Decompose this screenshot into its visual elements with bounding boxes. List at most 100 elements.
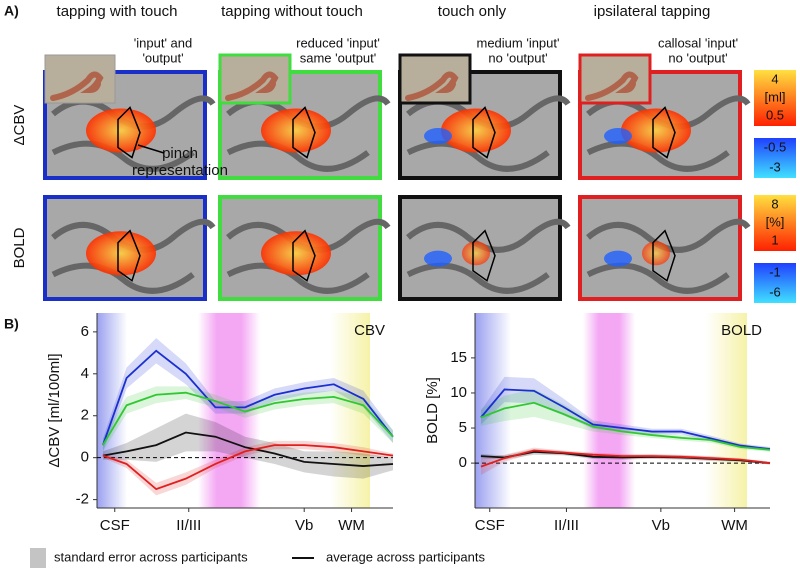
colorbar-negative: [754, 263, 796, 303]
colorbar-label: 8: [771, 196, 778, 211]
roi-outline: [472, 106, 496, 159]
deactivation: [604, 250, 632, 267]
roi-outline: [652, 229, 676, 282]
y-tick-label: 0: [459, 454, 467, 471]
activation: [462, 241, 490, 266]
error-band: [102, 386, 394, 452]
layer-band: [583, 313, 635, 508]
colorbar-label: -0.5: [764, 139, 786, 154]
error-band: [480, 376, 770, 452]
activation: [261, 231, 331, 276]
y-tick-label: -2: [76, 491, 89, 508]
annotation: 'output': [142, 50, 183, 65]
y-tick-label: 10: [450, 384, 467, 401]
pinch-annotation: representation: [132, 162, 228, 179]
activation: [86, 231, 156, 276]
annotation: same 'output': [300, 50, 377, 65]
y-tick-label: 6: [81, 323, 89, 340]
hand: [50, 71, 104, 101]
annotation: callosal 'input': [658, 35, 738, 50]
roi-outline: [117, 106, 141, 159]
colorbar-label: 0.5: [766, 107, 784, 122]
roi-outline: [117, 229, 141, 282]
chart-title: BOLD: [721, 322, 762, 339]
colorbar-label: [%]: [766, 214, 785, 229]
x-tick-label: II/III: [176, 517, 201, 534]
series-line: [480, 388, 771, 450]
roi-outline: [472, 229, 496, 282]
layer-band: [705, 313, 747, 508]
roi-outline: [652, 106, 676, 159]
y-tick-label: 2: [81, 407, 89, 424]
annotation: reduced 'input': [296, 35, 380, 50]
panel-label: A): [4, 3, 19, 19]
legend-text: standard error across participants: [54, 549, 248, 564]
colorbar-label: -6: [769, 284, 781, 299]
series-line: [102, 391, 394, 446]
colorbar-label: [ml]: [765, 89, 786, 104]
column-title: tapping without touch: [221, 3, 363, 20]
y-axis-label: ΔCBV [ml/100ml]: [46, 353, 63, 467]
roi-outline: [292, 229, 316, 282]
activation: [261, 108, 331, 153]
layer-band: [330, 313, 370, 508]
annotation: no 'output': [488, 50, 547, 65]
series-line: [480, 449, 771, 468]
chart-title: CBV: [354, 322, 385, 339]
panel-b: -2 0 2 4 6 CSF II/III Vb WM CBV ΔCBV [ml/100ml] 0 5 1…: [46, 313, 771, 534]
y-tick-label: 15: [450, 349, 467, 366]
y-tick-label: 5: [459, 419, 467, 436]
series-line: [102, 444, 394, 491]
sulcus: [586, 218, 751, 294]
x-tick-label: WM: [721, 517, 748, 534]
panel-label: B): [4, 316, 19, 332]
x-tick-label: Vb: [652, 517, 670, 534]
activation: [441, 108, 511, 153]
x-tick-label: CSF: [475, 517, 505, 534]
column-title: touch only: [438, 3, 507, 20]
y-axis-label: BOLD [%]: [424, 377, 441, 444]
y-tick-label: 0: [81, 449, 89, 466]
layer-band: [475, 313, 511, 508]
colorbar-positive: [754, 195, 796, 251]
hand: [405, 71, 459, 101]
deactivation: [604, 128, 632, 144]
colorbar-label: 4: [771, 71, 778, 86]
hand: [585, 71, 639, 101]
y-tick-label: 4: [81, 365, 89, 382]
deactivation: [424, 128, 452, 144]
x-tick-label: Vb: [295, 517, 313, 534]
activation: [621, 108, 691, 153]
annotation: medium 'input': [476, 35, 559, 50]
roi-outline: [292, 106, 316, 159]
activation: [642, 241, 670, 266]
colorbar-label: -3: [769, 159, 781, 174]
deactivation: [424, 250, 452, 267]
row-label: BOLD: [11, 227, 28, 268]
annotation: 'input' and: [134, 35, 192, 50]
hand: [225, 71, 279, 101]
pinch-arrow: [137, 144, 165, 154]
pinch-annotation: pinch: [162, 145, 198, 162]
x-tick-label: CSF: [100, 517, 130, 534]
colorbar-label: -1: [769, 264, 781, 279]
column-title: ipsilateral tapping: [594, 3, 711, 20]
colorbar-label: 1: [771, 232, 778, 247]
series-line: [480, 401, 771, 451]
series-line: [102, 431, 394, 467]
legend-band-swatch: [30, 548, 46, 568]
legend-text: average across participants: [326, 549, 485, 564]
row-label: ΔCBV: [11, 105, 28, 146]
panel-a: tapping with touch 'input' and'output' tap…: [11, 3, 796, 303]
layer-band: [97, 313, 127, 508]
activation: [86, 108, 156, 153]
x-tick-label: II/III: [554, 517, 579, 534]
colorbar-positive: [754, 70, 796, 126]
error-band: [480, 388, 770, 452]
colorbar-negative: [754, 138, 796, 178]
annotation: no 'output': [668, 50, 727, 65]
sulcus: [406, 218, 571, 294]
column-title: tapping with touch: [57, 3, 178, 20]
